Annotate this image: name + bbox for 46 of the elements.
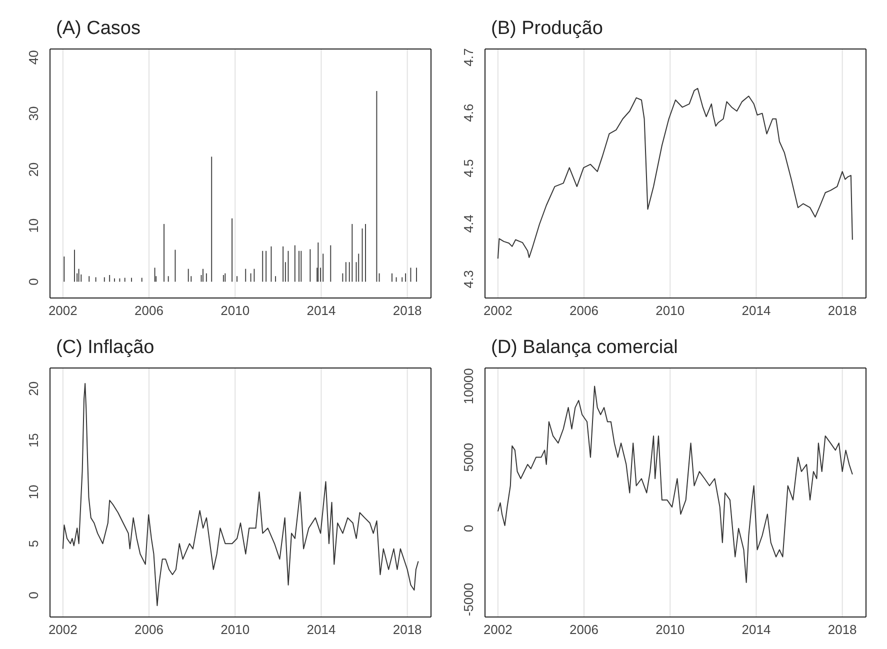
y-tick-label: -5000 [461,582,476,616]
y-tick-label: 40 [26,50,41,65]
y-tick-label: 4.4 [461,214,476,233]
y-tick-label: 10 [26,218,41,233]
y-tick-label: 10 [26,484,41,499]
y-tick-label: 30 [26,106,41,121]
x-tick-label: 2014 [742,303,771,318]
x-tick-label: 2006 [570,303,598,318]
y-tick-label: 5 [26,540,41,547]
x-tick-label: 2014 [306,303,336,318]
x-tick-label: 2002 [48,622,78,637]
y-tick-label: 20 [26,162,41,177]
line-series [497,385,853,582]
x-tick-label: 2014 [742,622,771,637]
chart-title: (B) Produção [491,18,603,40]
line-series [497,88,853,260]
x-tick-label: 2010 [656,303,685,318]
x-tick-label: 2010 [220,622,250,637]
y-tick-label: 5000 [461,442,476,472]
y-tick-label: 15 [26,432,41,448]
y-tick-label: 4.3 [461,270,476,288]
x-tick-label: 2018 [828,303,857,318]
chart-title: (D) Balança comercial [491,336,678,358]
x-tick-label: 2006 [570,622,598,637]
x-tick-label: 2010 [656,622,685,637]
x-tick-label: 2014 [306,622,336,637]
x-tick-label: 2010 [220,303,250,318]
y-tick-label: 0 [26,591,41,598]
y-tick-label: 0 [26,278,41,286]
x-tick-label: 2002 [483,303,512,318]
x-tick-label: 2018 [392,303,422,318]
x-tick-label: 2018 [828,622,857,637]
x-tick-label: 2006 [134,622,164,637]
y-tick-label: 4.7 [461,48,476,66]
x-tick-label: 2006 [134,303,164,318]
y-tick-label: 4.5 [461,159,476,178]
x-tick-label: 2018 [392,622,422,637]
y-tick-label: 10000 [461,368,476,404]
chart-title: (C) Inflação [56,336,154,358]
x-tick-label: 2002 [48,303,78,318]
y-tick-label: 20 [26,380,41,396]
line-series [62,382,419,606]
chart-title: (A) Casos [56,18,140,40]
y-tick-label: 0 [461,524,476,532]
y-tick-label: 4.6 [461,104,476,122]
x-tick-label: 2002 [483,622,512,637]
